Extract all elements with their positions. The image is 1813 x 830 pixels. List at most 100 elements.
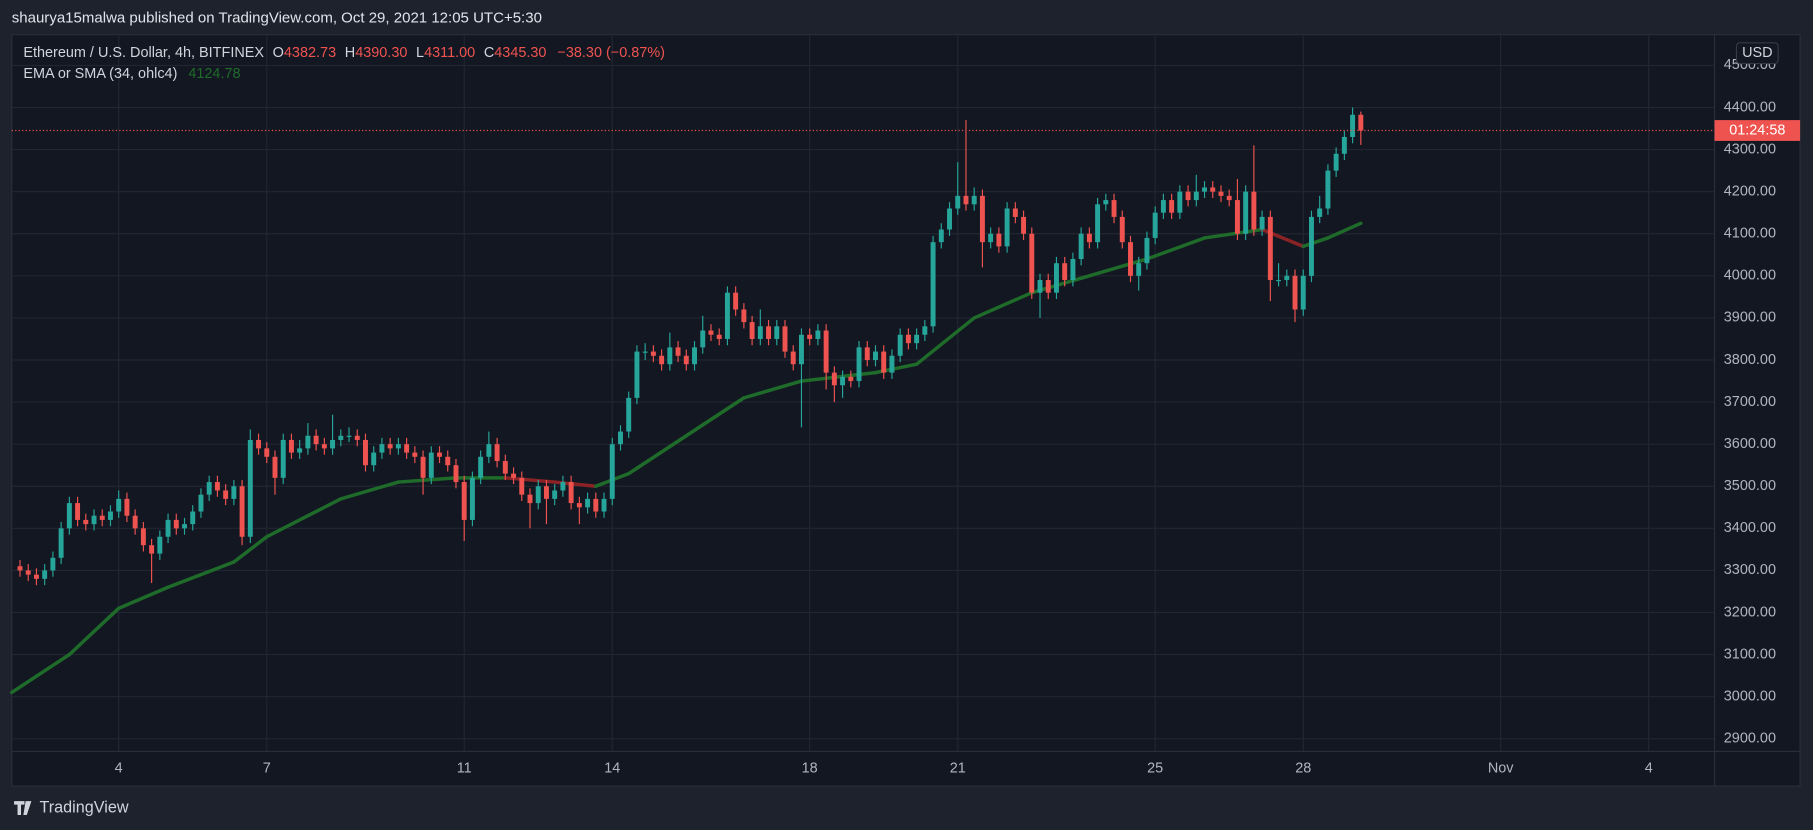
candle-body <box>733 292 739 310</box>
x-tick-label: 7 <box>263 761 271 777</box>
candle-body <box>395 444 401 449</box>
chart-pane <box>11 34 1801 787</box>
countdown: 01:24:58 <box>1729 122 1785 138</box>
x-tick-label: 21 <box>950 761 966 777</box>
candle-body <box>1103 200 1109 205</box>
candle-body <box>1062 263 1068 281</box>
candle-body <box>741 309 747 323</box>
quote-label: C <box>484 45 494 61</box>
brand[interactable]: TradingView <box>40 798 129 816</box>
candle-body <box>1169 200 1175 213</box>
quote-value: 4345.30 <box>494 45 546 61</box>
candle-body <box>428 452 434 478</box>
overlay-segment <box>1326 221 1363 240</box>
overlay-segment <box>972 290 1034 320</box>
footer: TradingView <box>14 798 129 816</box>
candle-body <box>823 330 829 373</box>
candle-body <box>1021 216 1027 234</box>
candle-body <box>848 376 854 382</box>
candle-body <box>609 444 615 499</box>
candle-body <box>272 456 278 478</box>
brand-logo <box>14 801 32 815</box>
candle-body <box>659 355 665 365</box>
candle-body <box>527 494 533 504</box>
candle-body <box>1128 242 1133 276</box>
candle-body <box>190 511 196 525</box>
candle-body <box>247 439 253 537</box>
candle-body <box>182 524 187 529</box>
y-tick-label: 4300.00 <box>1724 141 1776 157</box>
candle-body <box>206 482 212 495</box>
candle-body <box>1358 114 1364 131</box>
y-tick-label: 4400.00 <box>1724 99 1776 115</box>
x-tick-label: 4 <box>115 761 123 777</box>
quote-value: 4382.73 <box>284 45 336 61</box>
candle-body <box>626 397 632 432</box>
x-tick-label: 28 <box>1295 761 1311 777</box>
candle-body <box>1234 200 1240 234</box>
indicator-value: 4124.78 <box>188 66 240 82</box>
candle-body <box>313 435 319 445</box>
candle-body <box>338 435 344 440</box>
candle-body <box>807 334 813 339</box>
candle-body <box>214 482 220 491</box>
overlay-segment <box>1301 236 1330 249</box>
axes: 2900.00 3000.00 3100.00 3200.00 3300.00 3400.… <box>115 57 1801 777</box>
candle-body <box>1160 200 1166 213</box>
x-tick-label: 11 <box>457 761 472 777</box>
candle-body <box>494 444 500 462</box>
series <box>10 107 1715 695</box>
countdown-badge <box>1714 120 1801 141</box>
candle-body <box>782 326 788 352</box>
candle-body <box>412 452 418 457</box>
candle-body <box>955 195 961 209</box>
y-tick-label: 3300.00 <box>1724 562 1776 578</box>
candle-body <box>963 195 969 205</box>
candle-body <box>83 519 89 525</box>
candle-body <box>1111 200 1117 217</box>
candle-body <box>535 486 541 504</box>
candle-body <box>1317 208 1323 217</box>
candle-body <box>552 490 558 499</box>
candle-body <box>815 330 821 339</box>
candle-body <box>724 292 730 339</box>
candle-body <box>445 456 451 466</box>
candle-body <box>1210 187 1216 192</box>
y-tick-label: 3000.00 <box>1724 688 1776 704</box>
y-tick-label: 3100.00 <box>1724 646 1776 662</box>
quote-label: H <box>345 45 355 61</box>
currency: USD <box>1742 45 1772 61</box>
overlay-segment <box>626 434 689 476</box>
candle-body <box>50 557 56 571</box>
candle-body <box>1218 191 1224 196</box>
candle-body <box>1259 216 1265 230</box>
candle-body <box>33 574 39 579</box>
overlay-segment <box>1145 236 1207 261</box>
overlay-segment <box>799 370 878 383</box>
candle-body <box>1185 191 1191 201</box>
currency-badge[interactable] <box>1735 42 1779 65</box>
y-tick-label: 3900.00 <box>1724 310 1776 326</box>
candle-body <box>650 351 656 356</box>
candle-body <box>1308 216 1314 276</box>
candle-body <box>99 515 105 520</box>
quote-value: 4390.30 <box>355 45 407 61</box>
candle-body <box>1144 237 1150 264</box>
candle-body <box>42 570 48 579</box>
y-tick-label: 3200.00 <box>1724 604 1776 620</box>
candle-body <box>1300 275 1306 310</box>
candle-body <box>502 461 508 474</box>
candle-body <box>996 233 1002 247</box>
y-tick-label: 4200.00 <box>1724 183 1776 199</box>
indicator-legend: EMA or SMA (34, ohlc4) 4124.78 <box>23 66 240 82</box>
candle-body <box>305 435 311 449</box>
candle-body <box>1078 233 1084 259</box>
quote-value: 4311.00 <box>424 45 475 61</box>
candle-body <box>601 498 607 512</box>
candle-body <box>330 439 336 449</box>
x-tick-label: 14 <box>604 761 620 777</box>
candle-body <box>132 515 138 529</box>
candle-body <box>667 347 673 365</box>
candle-body <box>979 195 985 243</box>
